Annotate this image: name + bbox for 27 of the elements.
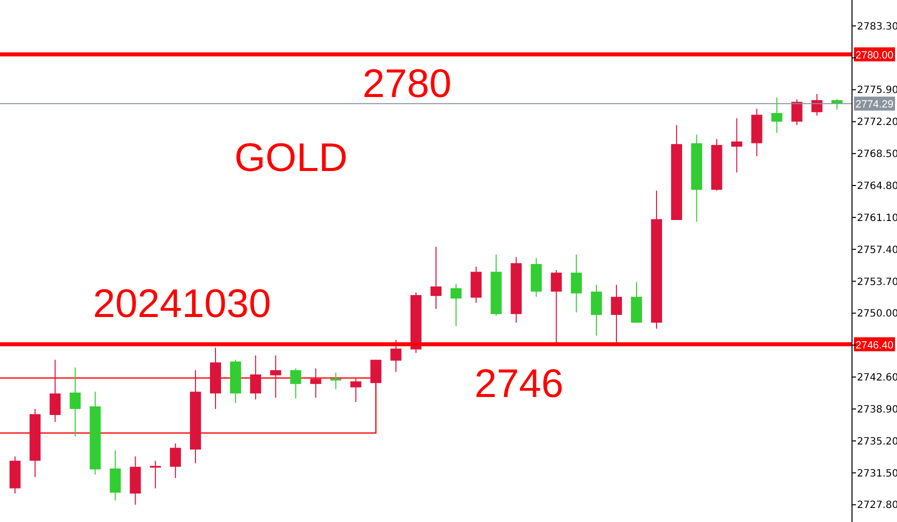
candlestick — [590, 284, 602, 336]
candlestick — [250, 354, 262, 400]
candlestick — [170, 442, 181, 478]
candlestick — [370, 359, 382, 390]
candlestick — [310, 368, 322, 398]
candlestick — [430, 246, 442, 310]
candlestick — [290, 368, 302, 400]
candlestick — [771, 97, 782, 134]
candlestick — [70, 367, 81, 438]
annotation: 2746 — [474, 362, 564, 406]
candlestick — [50, 359, 61, 422]
candlestick — [390, 339, 402, 372]
ref-line-label: 2774.29 — [856, 98, 894, 111]
ref-line-label: 2746.40 — [856, 339, 894, 352]
candlestick — [550, 270, 562, 344]
candlestick — [811, 94, 822, 116]
candlestick — [570, 254, 582, 313]
candlestick — [791, 98, 802, 126]
candlestick — [350, 378, 362, 403]
candlestick — [731, 118, 742, 174]
annotation: 2780 — [362, 62, 452, 106]
candlestick — [450, 283, 462, 327]
candlestick — [270, 354, 282, 398]
ref-line-label: 2780.00 — [856, 49, 894, 62]
candlestick — [610, 284, 622, 344]
annotation: 20241030 — [93, 282, 271, 326]
text: GOLD — [234, 136, 348, 180]
